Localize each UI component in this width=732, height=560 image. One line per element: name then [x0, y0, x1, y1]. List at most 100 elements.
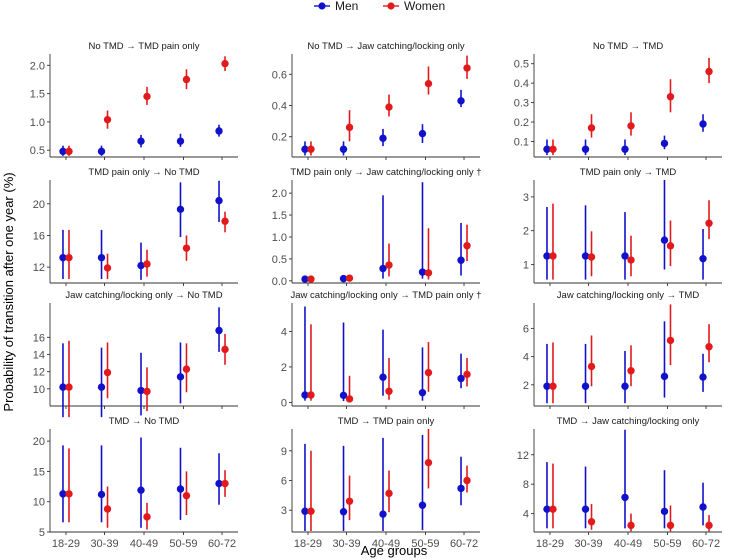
men-point	[215, 127, 223, 135]
y-tick-label: 1.5	[30, 89, 45, 101]
panel-title: TMD pain only → Jaw catching/locking onl…	[290, 167, 481, 178]
men-point	[339, 145, 348, 153]
y-tick-label: 0.2	[514, 117, 529, 129]
women-point	[221, 217, 229, 225]
men-point	[97, 490, 106, 499]
panel-11: TMD → TMD pain only 3 6 9 18-29 30-39 40-49 50-…	[281, 416, 480, 550]
men-point	[543, 505, 551, 513]
x-tick-label: 60-72	[208, 538, 236, 550]
women-point	[666, 521, 675, 530]
men-point	[418, 268, 427, 276]
y-tick-label: 2	[523, 380, 529, 392]
women-point	[385, 261, 393, 269]
women-point	[385, 387, 393, 395]
women-point	[143, 513, 151, 521]
panel-title: Jaw catching/locking only → No TMD	[65, 290, 222, 301]
women-point	[549, 382, 557, 390]
legend-women-marker	[387, 2, 395, 10]
men-point	[339, 507, 348, 516]
y-tick-label: 0.2	[272, 132, 287, 144]
x-tick-label: 50-59	[653, 538, 681, 550]
x-tick-label: 30-39	[574, 538, 602, 550]
women-point	[307, 507, 315, 515]
legend: Men Women	[314, 0, 445, 13]
women-point	[221, 59, 229, 68]
panel-5: TMD pain only → Jaw catching/locking onl…	[272, 167, 482, 288]
panel-12: TMD → Jaw catching/locking only 4 8 12 18-29…	[517, 416, 722, 550]
men-point	[457, 97, 465, 105]
women-point	[182, 491, 191, 500]
x-axis-title: Age groups	[361, 543, 428, 558]
y-tick-label: 16	[33, 230, 45, 242]
men-point	[137, 137, 145, 145]
y-tick-label: 1.0	[272, 232, 287, 244]
men-point	[660, 372, 669, 381]
women-point	[307, 391, 315, 399]
y-tick-label: 12	[33, 367, 45, 379]
women-point	[463, 370, 471, 379]
women-point	[143, 260, 151, 268]
y-tick-label: 0.5	[272, 254, 287, 266]
x-tick-label: 50-59	[169, 538, 197, 550]
women-point	[103, 264, 112, 272]
women-point	[549, 505, 557, 513]
women-point	[424, 458, 433, 467]
men-point	[137, 261, 145, 270]
panel-title: Jaw catching/locking only → TMD	[557, 290, 700, 301]
x-tick-label: 18-29	[294, 538, 322, 550]
men-point	[457, 374, 465, 383]
y-tick-label: 2.0	[30, 60, 45, 72]
men-point	[379, 264, 387, 273]
men-point	[418, 129, 427, 138]
men-point	[699, 503, 707, 511]
x-tick-label: 40-49	[130, 538, 158, 550]
women-point	[587, 253, 596, 261]
men-point	[379, 134, 387, 142]
men-point	[137, 486, 145, 494]
y-tick-label: 16	[33, 332, 45, 344]
panel-title: Jaw catching/locking only → TMD pain onl…	[291, 290, 482, 301]
men-point	[699, 373, 707, 381]
y-tick-label: 9	[281, 446, 287, 458]
y-tick-label: 0.1	[514, 136, 529, 148]
y-tick-label: 4	[281, 326, 287, 338]
women-point	[182, 75, 191, 84]
x-tick-label: 40-49	[614, 538, 642, 550]
women-point	[221, 345, 229, 354]
y-tick-label: 14	[33, 350, 45, 362]
y-tick-label: 3	[523, 192, 529, 204]
women-point	[705, 67, 713, 76]
panel-9: Jaw catching/locking only → TMD 2 4 6	[523, 290, 722, 409]
men-point	[581, 505, 590, 513]
y-tick-label: 2	[281, 362, 287, 374]
women-point	[587, 362, 596, 371]
men-point	[176, 373, 185, 381]
men-point	[215, 326, 223, 335]
men-point	[418, 388, 427, 397]
women-point	[307, 145, 315, 153]
panel-3: No TMD → TMD 0.1 0.2 0.3 0.4 0.5	[514, 41, 722, 160]
women-point	[103, 368, 112, 377]
y-tick-label: 4	[523, 509, 529, 521]
women-point	[182, 365, 191, 373]
men-point	[418, 501, 427, 509]
y-tick-label: 1	[523, 259, 529, 271]
women-point	[627, 122, 635, 130]
panel-4: TMD pain only → No TMD 12 16 20	[33, 167, 238, 286]
women-point	[65, 147, 73, 156]
panel-7: Jaw catching/locking only → No TMD 10 12 14…	[33, 290, 238, 418]
men-point	[621, 493, 629, 502]
men-point	[301, 275, 309, 283]
y-tick-label: 0.6	[272, 69, 287, 81]
women-point	[463, 242, 471, 250]
men-point	[660, 507, 669, 516]
panel-title: No TMD → TMD pain only	[88, 41, 199, 52]
men-point	[379, 373, 387, 381]
men-point	[137, 386, 145, 395]
panel-6: TMD pain only → TMD 1 2 3	[523, 167, 722, 286]
men-point	[543, 252, 551, 260]
men-point	[699, 120, 707, 128]
men-point	[59, 383, 67, 391]
men-point	[59, 147, 67, 156]
